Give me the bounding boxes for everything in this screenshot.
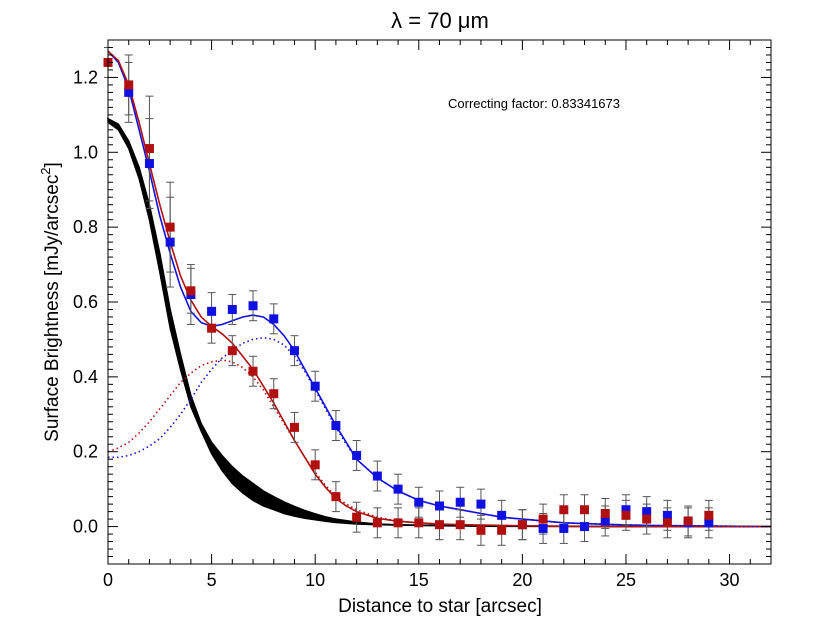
data-point-blue	[227, 304, 237, 314]
correcting-factor-annotation: Correcting factor: 0.83341673	[448, 96, 620, 111]
model-curve-red-solid	[107, 50, 771, 528]
data-point-red	[683, 516, 693, 526]
data-point-blue	[497, 510, 507, 520]
data-point-red	[497, 525, 507, 535]
data-point-red	[435, 520, 444, 530]
y-tick-label: 1.2	[73, 67, 98, 87]
data-point-blue	[331, 421, 341, 431]
data-point-red	[559, 505, 569, 515]
x-tick-label: 10	[305, 570, 325, 590]
data-point-red	[455, 520, 465, 530]
data-point-red	[248, 366, 258, 376]
data-point-red	[227, 346, 237, 356]
y-tick-label: 0.8	[73, 217, 98, 237]
data-point-blue	[207, 306, 217, 316]
data-point-blue	[662, 510, 672, 520]
data-point-blue	[642, 507, 652, 517]
data-point-red	[165, 222, 175, 232]
y-tick-label: 1.0	[73, 142, 98, 162]
data-point-red	[269, 389, 279, 399]
data-point-red	[538, 514, 548, 524]
data-point-red	[331, 492, 341, 502]
y-tick-label: 0.2	[73, 442, 98, 462]
data-point-blue	[124, 87, 134, 97]
data-point-blue	[269, 314, 279, 324]
data-point-red	[352, 512, 362, 522]
data-point-red	[372, 518, 382, 528]
y-axis-title-close: ]	[42, 162, 63, 167]
data-point-red	[144, 144, 154, 154]
data-point-red	[580, 505, 590, 515]
data-point-blue	[310, 381, 320, 391]
data-point-red	[207, 323, 217, 333]
data-point-blue	[600, 516, 610, 526]
data-point-red	[186, 286, 196, 296]
data-point-blue	[352, 450, 362, 460]
data-point-blue	[248, 301, 258, 311]
data-point-red	[124, 80, 134, 90]
model-curve-red-dotted	[107, 359, 771, 528]
y-axis-title-superscript: 2	[38, 167, 53, 174]
data-point-red	[289, 422, 299, 432]
x-tick-label: 25	[616, 570, 636, 590]
model-curve-blue-dotted	[108, 336, 772, 528]
data-point-blue	[580, 522, 590, 532]
data-point-blue	[144, 159, 154, 169]
data-point-blue	[165, 237, 175, 247]
data-point-blue	[621, 505, 631, 515]
y-tick-label: 0.6	[73, 292, 98, 312]
data-point-blue	[704, 518, 714, 528]
data-point-red	[662, 518, 672, 528]
data-point-blue	[289, 346, 299, 356]
x-tick-label: 30	[720, 570, 740, 590]
y-tick-label: 0.4	[73, 367, 98, 387]
x-tick-label: 20	[512, 570, 532, 590]
x-tick-label: 5	[207, 570, 217, 590]
data-point-red	[517, 520, 527, 530]
data-point-red	[642, 514, 652, 524]
model-curve-blue-solid	[107, 50, 772, 528]
data-point-blue	[476, 499, 486, 509]
data-point-red	[600, 508, 610, 518]
x-axis-title: Distance to star [arcsec]	[338, 596, 542, 617]
data-point-red	[621, 510, 631, 520]
data-point-blue	[372, 471, 382, 481]
data-point-red	[476, 525, 486, 535]
data-point-blue	[435, 501, 444, 511]
data-point-blue	[455, 497, 465, 507]
x-tick-label: 0	[103, 570, 113, 590]
plot-frame	[107, 39, 772, 565]
data-point-blue	[414, 497, 424, 507]
data-point-red	[704, 510, 714, 520]
axis-ticks: 0 5 10 15 20 25 30 0.0 0.2 0.4 0.6 0.8 1.0 1.2	[73, 39, 772, 590]
y-axis-title-main: Surface Brightness [mJy/arcsec	[42, 175, 63, 442]
data-point-blue	[538, 523, 548, 533]
plot-area	[103, 46, 772, 546]
y-tick-label: 0.0	[73, 517, 98, 537]
data-point-blue	[393, 484, 403, 494]
data-point-red	[310, 460, 320, 470]
y-axis-title: Surface Brightness [mJy/arcsec2]	[38, 162, 63, 442]
data-point-red	[414, 518, 424, 528]
data-point-blue	[559, 523, 569, 533]
x-tick-label: 15	[409, 570, 429, 590]
chart-title: λ = 70 μm	[391, 8, 489, 33]
data-point-red	[393, 518, 403, 528]
